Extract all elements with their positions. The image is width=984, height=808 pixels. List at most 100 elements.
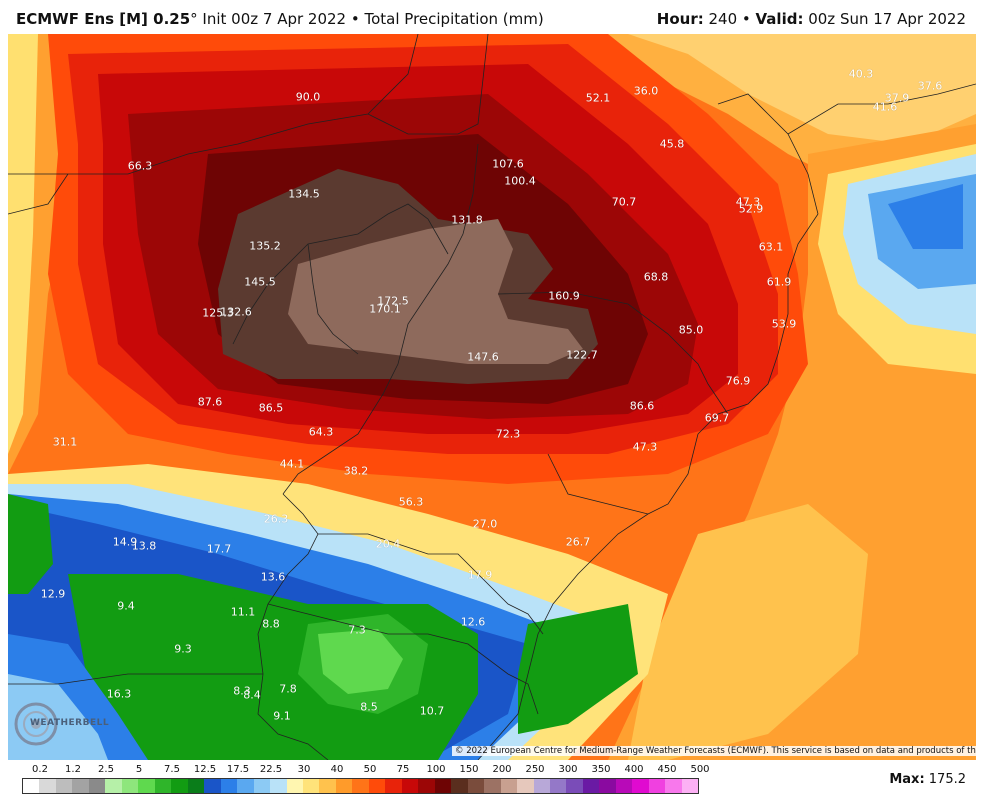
precip-value-label: 8.8: [262, 617, 280, 631]
precip-value-label: 8.5: [360, 700, 378, 714]
precip-value-label: 63.1: [758, 240, 784, 254]
scale-tick-label: 150: [459, 764, 479, 775]
max-value: 175.2: [924, 772, 966, 787]
scale-swatch: [23, 779, 40, 793]
scale-swatch: [204, 779, 221, 793]
max-label: Max:: [889, 772, 925, 787]
field-green-w: [8, 494, 53, 594]
precip-value-label: 36.0: [633, 84, 659, 98]
precip-value-label: 8.3: [233, 684, 251, 698]
field-green-se: [518, 604, 638, 734]
precip-value-label: 17.7: [206, 542, 232, 556]
precip-value-label: 86.5: [258, 401, 284, 415]
scale-swatch: [105, 779, 122, 793]
country-borders: [8, 34, 976, 760]
copyright-notice: © 2022 European Centre for Medium-Range …: [452, 746, 976, 756]
weatherbell-logo: [12, 700, 98, 748]
precip-value-label: 122.7: [566, 348, 598, 362]
precip-value-label: 107.6: [492, 157, 524, 171]
scale-tick-label: 40: [330, 764, 344, 775]
scale-tick-label: 400: [624, 764, 644, 775]
scale-swatch: [88, 779, 106, 793]
scale-swatch: [665, 779, 682, 793]
precip-value-label: 13.8: [131, 539, 157, 553]
hour-value: 240: [703, 10, 738, 28]
field-yellow-ne: [628, 34, 976, 144]
precip-value-label: 52.9: [738, 202, 764, 216]
field-light-brown: [288, 219, 583, 364]
precip-value-label: 7.8: [279, 682, 297, 696]
color-scale: 0.2 1.2 2.5 5 7.5 12.5 17.5 22.5 30 40 50 75 100 150 2…: [22, 764, 710, 808]
valid-value: 00z Sun 17 Apr 2022: [803, 10, 966, 28]
precip-value-label: 38.2: [343, 464, 369, 478]
scale-tick-label: 7.5: [164, 764, 180, 775]
scale-tick-label: 300: [558, 764, 578, 775]
precip-value-label: 12.6: [460, 615, 486, 629]
scale-swatch: [270, 779, 287, 793]
scale-swatch: [302, 779, 320, 793]
precip-value-label: 13.6: [260, 570, 286, 584]
scale-swatch: [582, 779, 600, 793]
precip-value-label: 134.5: [288, 187, 320, 201]
precip-value-label: 66.3: [127, 159, 153, 173]
scale-tick-label: 75: [396, 764, 410, 775]
degree-symbol: °: [190, 10, 198, 28]
scale-swatch: [335, 779, 353, 793]
precip-value-label: 10.7: [419, 704, 445, 718]
scale-tick-label: 17.5: [226, 764, 250, 775]
precip-value-label: 12.9: [40, 587, 66, 601]
precip-value-label: 41.6: [872, 100, 898, 114]
scale-swatch: [517, 779, 534, 793]
scale-swatch: [138, 779, 155, 793]
scale-swatch: [154, 779, 172, 793]
field-yellow-w: [8, 34, 38, 454]
scale-swatch: [368, 779, 386, 793]
field-deepblue-e: [888, 184, 963, 249]
precip-value-label: 132.6: [220, 305, 252, 319]
precip-value-label: 160.9: [548, 289, 580, 303]
precip-value-label: 172.5: [377, 294, 409, 308]
scale-swatch: [615, 779, 633, 793]
precip-value-label: 8.4: [243, 688, 261, 702]
scale-swatch: [121, 779, 139, 793]
precip-value-label: 147.6: [467, 350, 499, 364]
scale-swatch: [352, 779, 369, 793]
precip-value-label: 125.3: [202, 306, 234, 320]
precip-value-label: 37.6: [917, 79, 943, 93]
map-title: ECMWF Ens [M] 0.25° Init 00z 7 Apr 2022 …: [16, 10, 544, 28]
precip-value-label: 9.3: [174, 642, 192, 656]
scale-tick-label: 100: [426, 764, 446, 775]
scale-swatch: [72, 779, 89, 793]
scale-tick-label: 350: [591, 764, 611, 775]
scale-tick-label: 5: [135, 764, 143, 775]
scale-tick-label: 2.5: [98, 764, 114, 775]
precip-value-label: 170.1: [369, 302, 401, 316]
precip-value-label: 31.1: [52, 435, 78, 449]
scale-swatch: [286, 779, 303, 793]
precip-value-label: 45.8: [659, 137, 685, 151]
scale-swatch: [319, 779, 336, 793]
scale-swatch: [451, 779, 468, 793]
precipitation-map[interactable]: 90.0 52.1 36.0 40.3 37.6 37.9 41.6 107.6 100.4 66…: [8, 34, 976, 760]
precip-value-label: 68.8: [643, 270, 669, 284]
scale-tick-label: 50: [363, 764, 377, 775]
precip-value-label: 131.8: [451, 213, 483, 227]
precip-value-label: 135.2: [249, 239, 281, 253]
precip-value-label: 70.7: [611, 195, 637, 209]
valid-label: Valid:: [755, 10, 804, 28]
precip-value-label: 69.7: [704, 411, 730, 425]
scale-swatch: [187, 779, 205, 793]
precip-field: [8, 34, 976, 760]
precip-value-label: 47.3: [632, 440, 658, 454]
precip-value-label: 9.1: [273, 709, 291, 723]
scale-swatch: [171, 779, 188, 793]
header-bar: ECMWF Ens [M] 0.25° Init 00z 7 Apr 2022 …: [0, 0, 984, 34]
scale-swatch: [39, 779, 56, 793]
precip-value-label: 11.1: [230, 605, 256, 619]
precip-value-label: 20.4: [375, 537, 401, 551]
field-yellow-se: [628, 504, 868, 760]
scale-swatch: [418, 779, 435, 793]
scale-swatch: [500, 779, 518, 793]
weatherbell-wordmark: WEATHERBELL: [30, 718, 110, 728]
scale-tick-label: 0.2: [32, 764, 48, 775]
